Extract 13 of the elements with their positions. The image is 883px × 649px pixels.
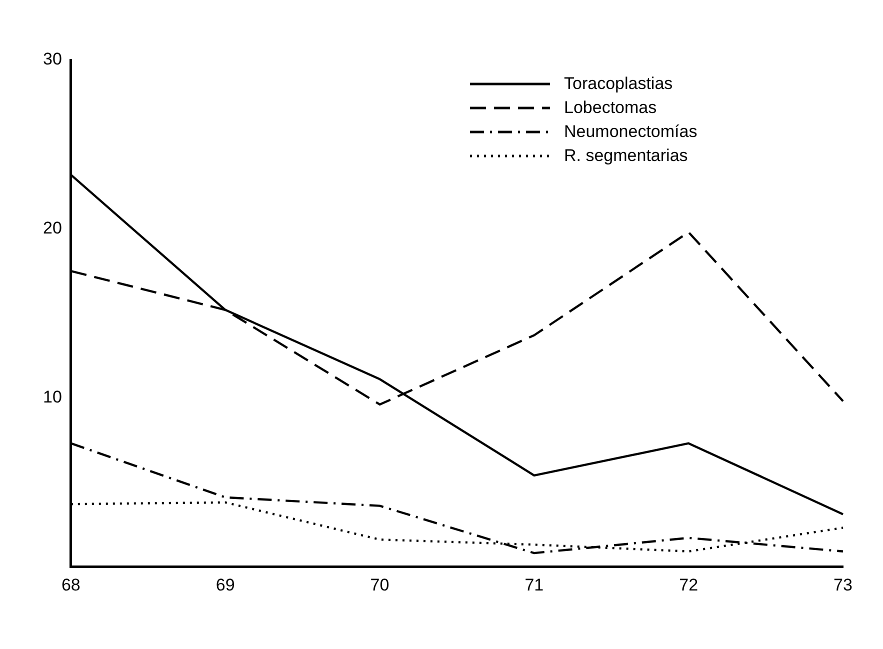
y-tick-label: 30 [42,50,62,69]
y-tick-label: 10 [42,387,62,406]
x-tick-label: 68 [61,575,80,594]
x-tick-label: 73 [834,575,852,594]
x-tick-label: 72 [679,575,698,594]
x-tick-label: 70 [370,575,390,594]
x-tick-label: 69 [216,575,235,594]
x-tick-label: 71 [524,575,544,594]
legend-label: Lobectomas [564,98,657,118]
legend-label: R. segmentarias [564,146,688,166]
legend-label: Neumonectomías [564,122,698,142]
legend-label: Toracoplastias [564,74,673,94]
y-tick-label: 20 [42,218,62,238]
